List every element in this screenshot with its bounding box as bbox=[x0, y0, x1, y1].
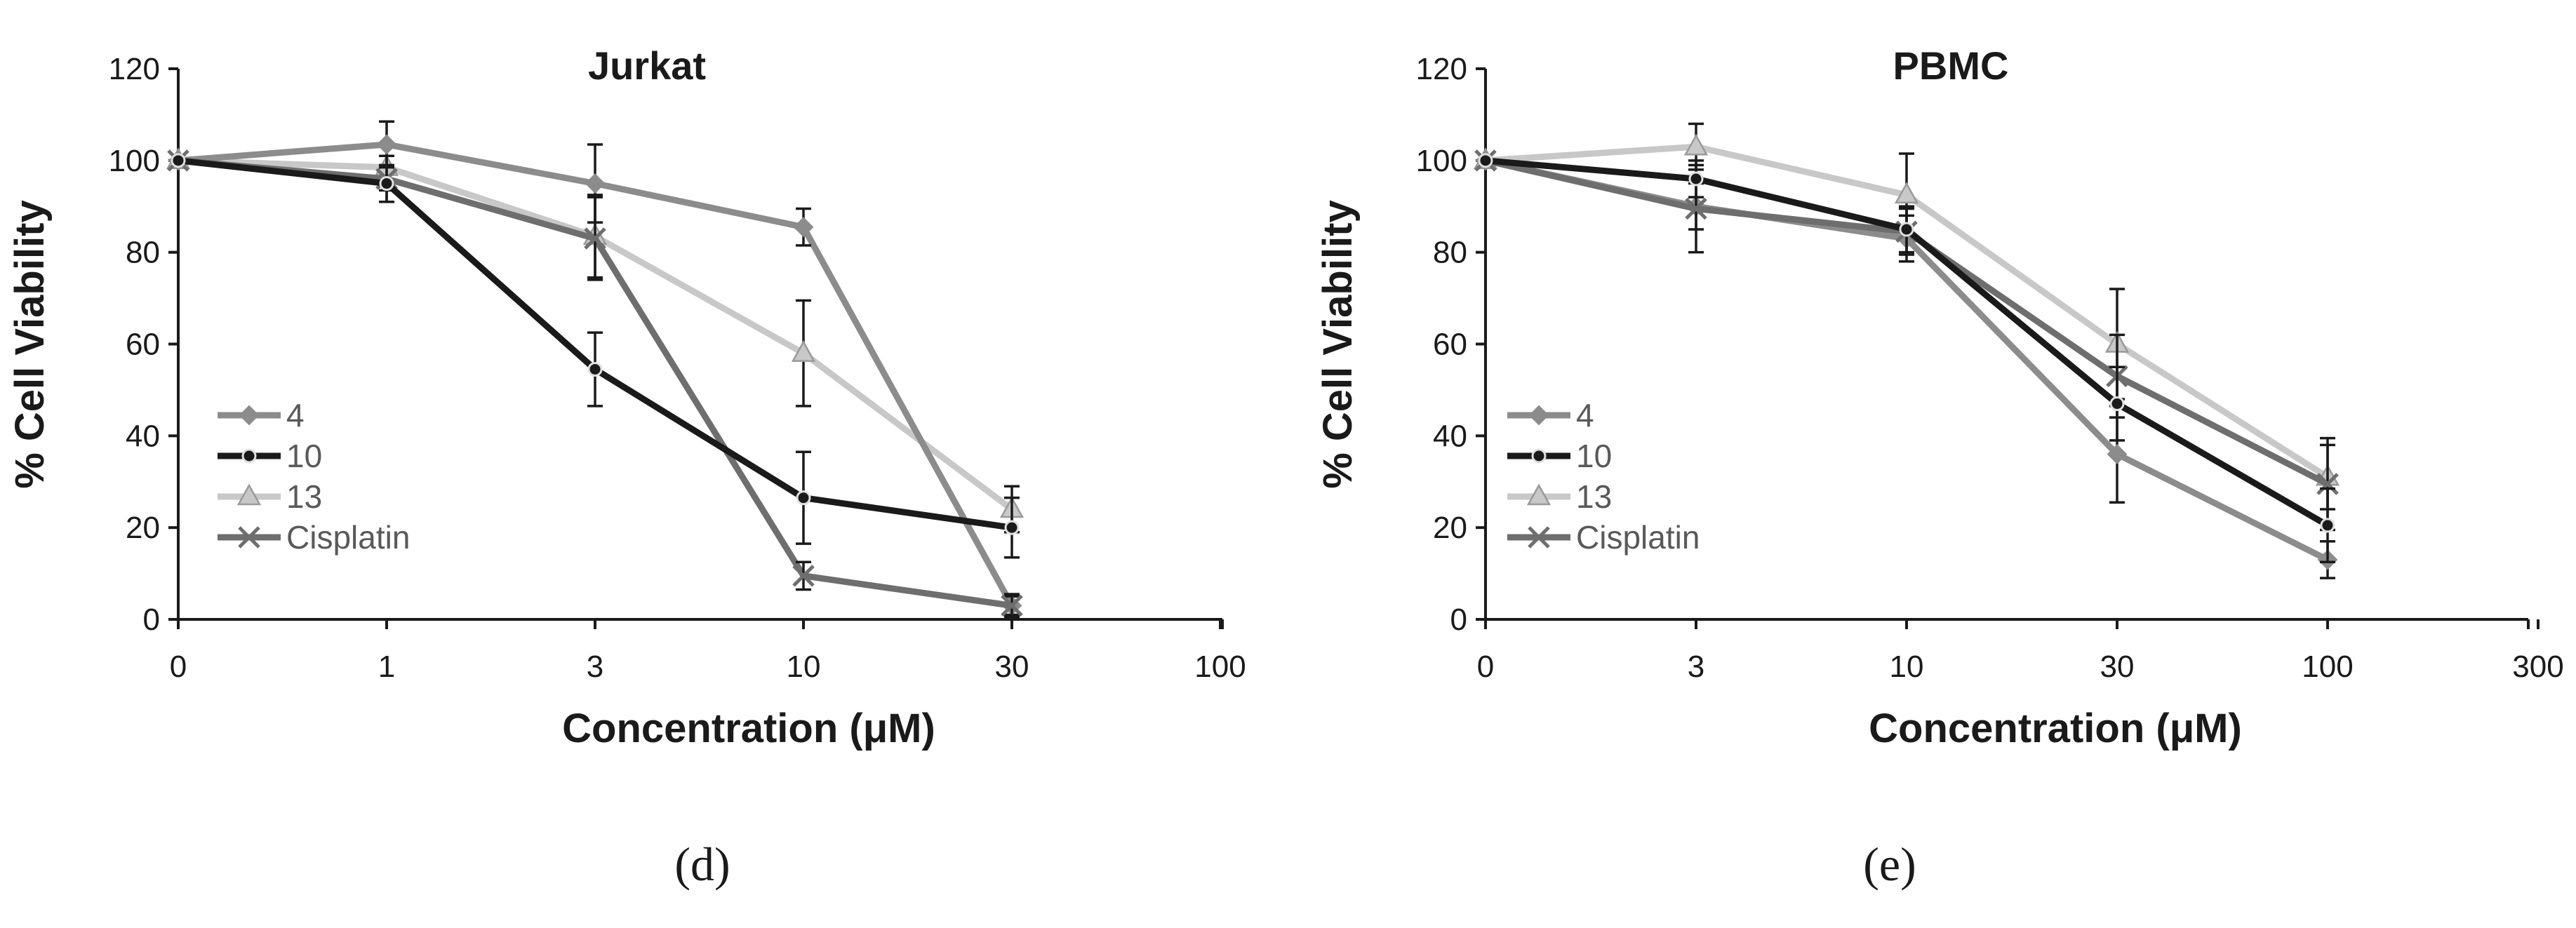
legend-label: Cisplatin bbox=[286, 519, 410, 556]
y-tick-label: 0 bbox=[143, 603, 160, 637]
legend-marker bbox=[1531, 448, 1547, 464]
y-tick-label: 60 bbox=[1433, 328, 1467, 362]
y-axis-title: % Cell Viability bbox=[7, 200, 53, 489]
y-tick-label: 0 bbox=[1450, 603, 1467, 637]
y-tick-label: 120 bbox=[109, 52, 160, 86]
chart-panel-pbmc: 0 20 40 60 80 100 120 0 3 10 30 100 300 PBMC Concentra… bbox=[1315, 43, 2564, 891]
data-point bbox=[584, 227, 606, 250]
legend-label: 13 bbox=[286, 478, 322, 515]
legend-item-cisplatin: Cisplatin bbox=[218, 519, 410, 556]
x-tick-label: 3 bbox=[587, 650, 603, 684]
data-point bbox=[585, 173, 606, 194]
legend-marker bbox=[236, 483, 262, 506]
x-axis-title: Concentration (μM) bbox=[562, 706, 935, 751]
data-point bbox=[791, 340, 816, 362]
y-tick-label: 80 bbox=[126, 236, 160, 270]
legend-label: 13 bbox=[1576, 478, 1612, 515]
data-point bbox=[1688, 171, 1704, 187]
data-point bbox=[1004, 520, 1020, 535]
data-point bbox=[793, 217, 814, 238]
x-tick-label: 10 bbox=[787, 650, 821, 684]
legend-item-13: 13 bbox=[218, 478, 322, 515]
series-10 bbox=[171, 153, 1020, 559]
legend-marker bbox=[238, 526, 260, 549]
data-point bbox=[2107, 444, 2128, 464]
legend-label: 4 bbox=[286, 397, 305, 433]
y-tick-label: 100 bbox=[109, 144, 160, 178]
legend-item-10: 10 bbox=[1507, 438, 1612, 474]
data-point bbox=[171, 153, 186, 168]
legend-label: 4 bbox=[1576, 397, 1594, 433]
data-point bbox=[792, 565, 815, 587]
data-point bbox=[1001, 594, 1023, 617]
x-tick-label: 3 bbox=[1688, 650, 1704, 684]
y-tick-label: 80 bbox=[1433, 236, 1467, 270]
legend-item-cisplatin: Cisplatin bbox=[1507, 519, 1700, 556]
legend-label: 10 bbox=[1576, 438, 1612, 474]
data-point bbox=[2316, 473, 2339, 495]
data-point bbox=[796, 490, 811, 506]
legend-marker bbox=[1528, 405, 1549, 426]
legend: 4 10 13 Cisplatin bbox=[218, 397, 410, 556]
legend-marker bbox=[241, 448, 257, 464]
legend-marker bbox=[1528, 526, 1550, 549]
data-point bbox=[1478, 153, 1493, 168]
x-tick-label: 0 bbox=[1477, 650, 1494, 684]
legend-item-13: 13 bbox=[1507, 478, 1612, 515]
legend-label: 10 bbox=[286, 438, 322, 474]
x-tick-label: 30 bbox=[2100, 650, 2135, 684]
data-point bbox=[1685, 197, 1707, 220]
legend-item-4: 4 bbox=[1507, 397, 1594, 433]
y-tick-label: 100 bbox=[1416, 144, 1467, 178]
data-point bbox=[2109, 396, 2125, 412]
data-point bbox=[2320, 518, 2335, 533]
data-point bbox=[1683, 133, 1709, 156]
x-tick-label: 300 bbox=[2512, 650, 2563, 684]
series-10 bbox=[1478, 153, 2335, 563]
y-tick-label: 20 bbox=[1433, 511, 1467, 545]
x-tick-label: 100 bbox=[1194, 650, 1246, 684]
data-point bbox=[1894, 182, 1919, 204]
legend-item-4: 4 bbox=[218, 397, 305, 433]
panel-label: (d) bbox=[674, 838, 730, 891]
panel-label: (e) bbox=[1863, 838, 1916, 891]
x-tick-label: 10 bbox=[1890, 650, 1924, 684]
x-tick-label: 100 bbox=[2302, 650, 2353, 684]
legend-label: Cisplatin bbox=[1576, 519, 1700, 556]
legend-marker bbox=[239, 405, 260, 426]
x-tick-label: 1 bbox=[378, 650, 395, 684]
y-tick-label: 40 bbox=[126, 419, 160, 453]
x-axis-title: Concentration (μM) bbox=[1869, 706, 2242, 751]
data-point bbox=[1899, 222, 1914, 237]
y-tick-label: 40 bbox=[1433, 419, 1467, 453]
data-point bbox=[587, 361, 603, 377]
legend-item-10: 10 bbox=[218, 438, 322, 474]
legend-marker bbox=[1526, 483, 1551, 506]
y-tick-label: 60 bbox=[126, 328, 160, 362]
x-tick-label: 0 bbox=[170, 650, 187, 684]
y-tick-label: 20 bbox=[126, 511, 160, 545]
x-tick-label: 30 bbox=[995, 650, 1029, 684]
data-point bbox=[379, 176, 394, 191]
y-axis-title: % Cell Viability bbox=[1315, 200, 1361, 489]
chart-title: PBMC bbox=[1893, 43, 2009, 88]
y-tick-label: 120 bbox=[1416, 52, 1467, 86]
data-point bbox=[376, 134, 397, 155]
legend: 4 10 13 Cisplatin bbox=[1507, 397, 1700, 556]
chart-title: Jurkat bbox=[588, 43, 706, 88]
